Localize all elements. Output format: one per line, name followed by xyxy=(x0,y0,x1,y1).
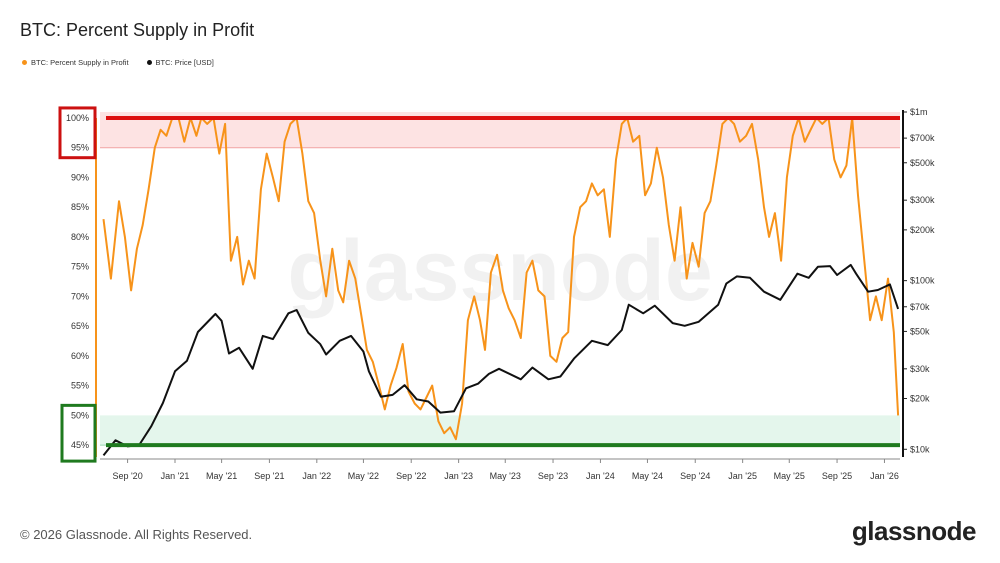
brand-logo: glassnode xyxy=(851,516,977,546)
y-left-tick-label: 80% xyxy=(71,232,89,242)
x-tick-label: May '23 xyxy=(490,471,521,481)
series-line-percent-supply-in-profit xyxy=(102,116,900,441)
legend-item-profit[interactable]: BTC: Percent Supply in Profit xyxy=(22,58,129,67)
highlight-box-bottom xyxy=(60,403,97,463)
x-tick-label: May '21 xyxy=(206,471,237,481)
x-tick-label: Sep '23 xyxy=(538,471,568,481)
x-tick-label: Sep '20 xyxy=(112,471,142,481)
y-left-tick-label: 85% xyxy=(71,202,89,212)
legend-dot-price xyxy=(146,60,152,65)
y-right-tick-label: $1m xyxy=(910,107,928,117)
y-right-tick-label: $20k xyxy=(910,394,930,404)
y-right-tick-label: $10k xyxy=(910,444,930,454)
y-left-tick-label: 55% xyxy=(71,381,89,391)
x-tick-label: Jan '23 xyxy=(444,471,473,481)
y-left-tick-label: 75% xyxy=(71,262,89,272)
x-tick-label: May '24 xyxy=(632,471,663,481)
x-tick-label: Jan '24 xyxy=(586,471,615,481)
legend-item-price[interactable]: BTC: Price [USD] xyxy=(146,58,214,67)
chart-canvas: glassnode45%50%55%60%65%70%75%80%85%90%9… xyxy=(58,106,935,481)
x-tick-label: Jan '25 xyxy=(728,471,757,481)
y-left-tick-label: 60% xyxy=(71,351,89,361)
y-right-tick-label: $300k xyxy=(910,195,935,205)
y-right-tick-label: $500k xyxy=(910,158,935,168)
y-left-tick-label: 100% xyxy=(66,113,89,123)
x-tick-label: Sep '22 xyxy=(396,471,426,481)
series-line-btc-price xyxy=(102,263,900,457)
x-tick-label: Jan '21 xyxy=(161,471,190,481)
x-tick-label: Sep '25 xyxy=(822,471,852,481)
chart-legend: BTC: Percent Supply in Profit BTC: Price… xyxy=(22,58,214,67)
x-tick-label: Sep '24 xyxy=(680,471,710,481)
x-tick-label: May '22 xyxy=(348,471,379,481)
y-left-tick-label: 95% xyxy=(71,143,89,153)
copyright-text: © 2026 Glassnode. All Rights Reserved. xyxy=(20,527,253,542)
x-tick-label: May '25 xyxy=(774,471,805,481)
band-1 xyxy=(100,415,900,446)
legend-dot-profit xyxy=(22,60,27,65)
x-tick-label: Jan '22 xyxy=(302,471,331,481)
legend-label-profit: BTC: Percent Supply in Profit xyxy=(31,58,129,67)
y-left-tick-label: 50% xyxy=(71,410,89,420)
x-tick-label: Jan '26 xyxy=(870,471,899,481)
y-left-tick-label: 70% xyxy=(71,291,89,301)
y-left-tick-label: 65% xyxy=(71,321,89,331)
y-right-tick-label: $100k xyxy=(910,276,935,286)
legend-label-price: BTC: Price [USD] xyxy=(155,58,214,67)
y-left-tick-label: 45% xyxy=(71,440,89,450)
y-right-tick-label: $70k xyxy=(910,302,930,312)
y-right-tick-label: $30k xyxy=(910,364,930,374)
y-left-tick-label: 90% xyxy=(71,172,89,182)
y-right-tick-label: $700k xyxy=(910,133,935,143)
chart-title: BTC: Percent Supply in Profit xyxy=(20,20,255,40)
y-right-tick-label: $200k xyxy=(910,225,935,235)
x-tick-label: Sep '21 xyxy=(254,471,284,481)
y-right-tick-label: $50k xyxy=(910,326,930,336)
highlight-box-top xyxy=(58,106,97,160)
